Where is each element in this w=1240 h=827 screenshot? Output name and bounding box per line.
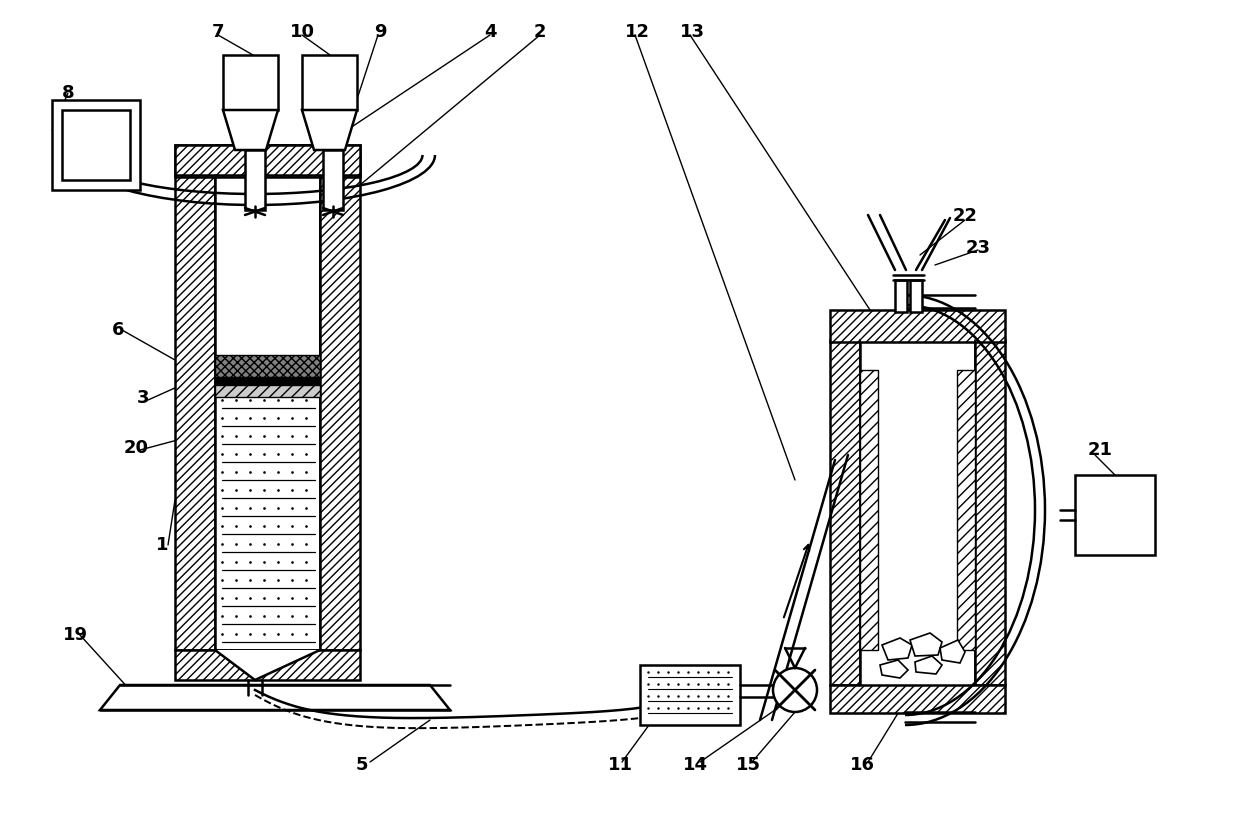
- Bar: [640, 665, 740, 725]
- Bar: [861, 370, 878, 650]
- Polygon shape: [223, 110, 278, 150]
- Text: 13: 13: [680, 23, 704, 41]
- Polygon shape: [215, 650, 320, 680]
- Bar: [175, 145, 360, 177]
- Polygon shape: [940, 640, 965, 663]
- Text: 11: 11: [608, 756, 632, 774]
- Bar: [215, 377, 320, 385]
- Text: 1: 1: [156, 536, 169, 554]
- Text: 14: 14: [682, 756, 708, 774]
- Bar: [175, 175, 215, 650]
- Bar: [322, 150, 343, 210]
- Bar: [246, 150, 265, 210]
- Text: 20: 20: [124, 439, 149, 457]
- Bar: [895, 280, 906, 312]
- Polygon shape: [880, 660, 908, 678]
- Bar: [303, 55, 357, 110]
- Text: 10: 10: [289, 23, 315, 41]
- Text: 7: 7: [212, 23, 224, 41]
- Bar: [223, 55, 278, 110]
- Text: 12: 12: [625, 23, 650, 41]
- Text: 22: 22: [952, 207, 977, 225]
- Text: 21: 21: [1087, 441, 1112, 459]
- Text: 5: 5: [356, 756, 368, 774]
- Bar: [957, 370, 975, 650]
- Text: 23: 23: [966, 239, 991, 257]
- Polygon shape: [910, 633, 942, 656]
- Text: 3: 3: [136, 389, 149, 407]
- Text: 8: 8: [62, 84, 74, 102]
- Bar: [175, 650, 360, 680]
- Bar: [175, 145, 360, 175]
- Text: 19: 19: [62, 626, 88, 644]
- Bar: [62, 110, 130, 180]
- Bar: [830, 310, 1004, 342]
- Bar: [975, 340, 1004, 685]
- Polygon shape: [303, 110, 357, 150]
- Polygon shape: [100, 685, 450, 710]
- Text: 2: 2: [533, 23, 547, 41]
- Text: 6: 6: [112, 321, 124, 339]
- Bar: [830, 340, 861, 685]
- Bar: [215, 385, 320, 397]
- Text: 16: 16: [849, 756, 874, 774]
- Bar: [1075, 475, 1154, 555]
- Text: 4: 4: [484, 23, 496, 41]
- Circle shape: [773, 668, 817, 712]
- Polygon shape: [882, 638, 911, 660]
- Polygon shape: [915, 656, 942, 674]
- Bar: [910, 280, 923, 312]
- Text: 9: 9: [373, 23, 386, 41]
- Text: 15: 15: [735, 756, 760, 774]
- Bar: [215, 355, 320, 377]
- Bar: [320, 175, 360, 650]
- Bar: [52, 100, 140, 190]
- Bar: [830, 685, 1004, 713]
